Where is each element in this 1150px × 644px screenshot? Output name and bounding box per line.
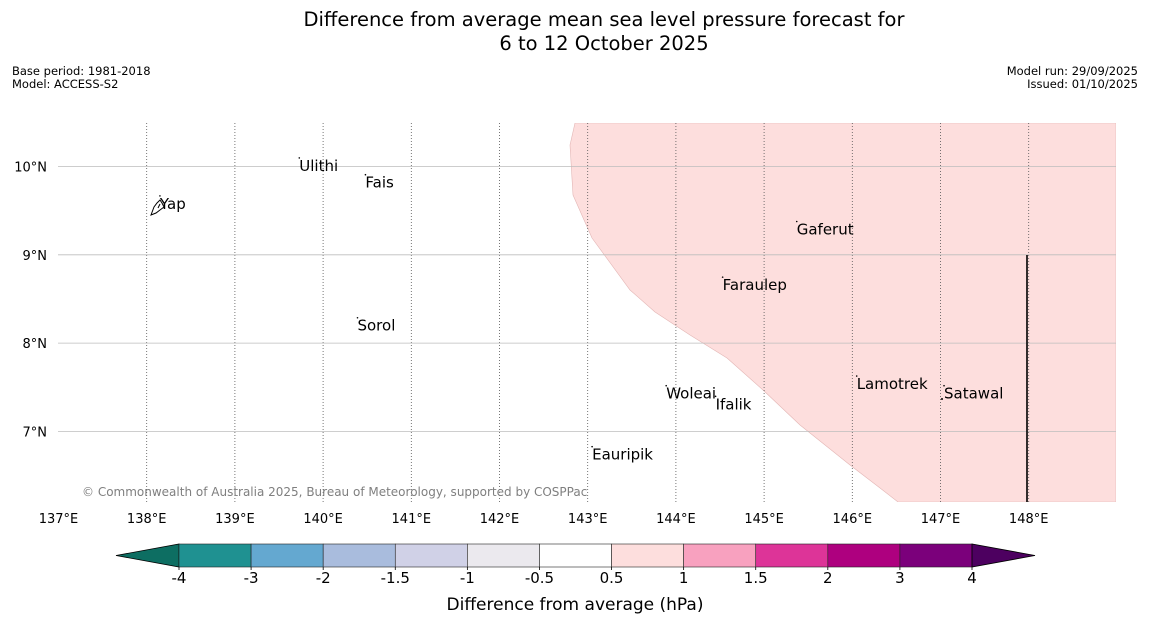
place-label: Faraulep <box>723 276 787 294</box>
copyright-notice: © Commonwealth of Australia 2025, Bureau… <box>82 485 587 499</box>
longitude-labels: 137°E 138°E 139°E 140°E 141°E 142°E 143°E 144°E… <box>39 512 1049 527</box>
place-marker <box>159 195 161 197</box>
map-title: Difference from average mean sea level p… <box>0 8 1150 56</box>
place-label: Ulithi <box>299 157 338 175</box>
model-name: Model: ACCESS-S2 <box>12 77 119 91</box>
lon-label: 148°E <box>1009 512 1049 527</box>
place-label: Yap <box>159 195 186 213</box>
place-marker <box>665 384 667 387</box>
place-label: Eauripik <box>592 446 653 464</box>
map-area: Ulithi Fais Yap Gaferut Faraulep Sorol Lamotre… <box>14 123 1116 527</box>
lat-label: 10°N <box>14 161 47 176</box>
colorbar-segment <box>322 543 396 568</box>
colorbar-tick-label: 1.5 <box>744 569 768 587</box>
colorbar-segment <box>755 543 829 568</box>
colorbar-tick-label: 4 <box>967 569 977 587</box>
place-marker <box>943 384 945 387</box>
place-marker <box>714 395 717 398</box>
lon-label: 147°E <box>921 512 961 527</box>
place-marker <box>721 276 724 278</box>
lon-label: 142°E <box>480 512 520 527</box>
colorbar-tick-label: -2 <box>316 569 331 587</box>
lon-label: 143°E <box>568 512 608 527</box>
place-marker <box>795 220 798 223</box>
lat-label: 8°N <box>23 337 48 352</box>
place-label: Satawal <box>944 385 1003 403</box>
place-label: Lamotrek <box>857 375 928 393</box>
yap-island-shape <box>150 199 165 216</box>
colorbar-tick-label: -0.5 <box>525 569 554 587</box>
place-labels: Ulithi Fais Yap Gaferut Faraulep Sorol Lamotre… <box>159 157 1004 464</box>
place-marker <box>356 316 359 319</box>
lat-label: 9°N <box>23 249 48 264</box>
colorbar-label: Difference from average (hPa) <box>447 595 704 615</box>
colorbar <box>115 543 1036 568</box>
colorbar-segment <box>250 543 324 568</box>
place-label: Fais <box>365 174 394 192</box>
anomaly-region <box>569 123 1116 502</box>
lon-label: 141°E <box>392 512 432 527</box>
colorbar-tick-labels: -4 -3 -2 -1.5 -1 -0.5 0.5 1 1.5 2 3 4 <box>172 567 977 587</box>
islet-marker <box>941 398 943 400</box>
colorbar-segment <box>394 543 468 568</box>
colorbar-tick-label: 0.5 <box>600 569 624 587</box>
place-label: Ifalik <box>716 395 752 413</box>
graticule <box>58 123 1116 502</box>
base-period: Base period: 1981-2018 <box>12 64 151 78</box>
colorbar-tick-label: -1.5 <box>381 569 410 587</box>
place-marker <box>855 375 858 377</box>
colorbar-extend-low <box>115 543 180 568</box>
colorbar-tick-label: 3 <box>895 569 905 587</box>
lon-label: 138°E <box>127 512 167 527</box>
colorbar-tick-label: -3 <box>244 569 259 587</box>
title-line-2: 6 to 12 October 2025 <box>499 32 709 55</box>
lon-label: 140°E <box>303 512 343 527</box>
meta-right: Model run: 29/09/2025 Issued: 01/10/2025 <box>1007 65 1138 91</box>
colorbar-tick-label: -4 <box>172 569 187 587</box>
lon-label: 137°E <box>39 512 79 527</box>
colorbar-segment <box>539 543 612 568</box>
colorbar-tick-label: 1 <box>679 569 689 587</box>
model-run: Model run: 29/09/2025 <box>1006 64 1138 78</box>
latitude-labels: 10°N 9°N 8°N 7°N <box>14 161 47 441</box>
issued-date: Issued: 01/10/2025 <box>1027 77 1138 91</box>
lat-label: 7°N <box>23 425 48 440</box>
place-marker <box>591 445 593 448</box>
title-line-1: Difference from average mean sea level p… <box>303 8 905 31</box>
meta-left: Base period: 1981-2018 Model: ACCESS-S2 <box>12 65 151 91</box>
lon-label: 145°E <box>744 512 784 527</box>
place-marker <box>364 173 367 176</box>
colorbar-tick-label: -1 <box>460 569 475 587</box>
colorbar-segment <box>611 543 684 568</box>
colorbar-extend-high <box>971 543 1036 568</box>
colorbar-segment <box>899 543 973 568</box>
lon-label: 144°E <box>656 512 696 527</box>
lon-label: 139°E <box>215 512 255 527</box>
lon-label: 146°E <box>833 512 873 527</box>
colorbar-segment <box>683 543 757 568</box>
place-label: Woleai <box>666 385 716 403</box>
place-label: Sorol <box>357 317 395 335</box>
colorbar-segment <box>178 543 252 568</box>
place-marker <box>298 157 301 159</box>
colorbar-segment <box>827 543 901 568</box>
colorbar-segment <box>467 543 540 568</box>
place-label: Gaferut <box>797 220 854 238</box>
colorbar-tick-label: 2 <box>823 569 833 587</box>
